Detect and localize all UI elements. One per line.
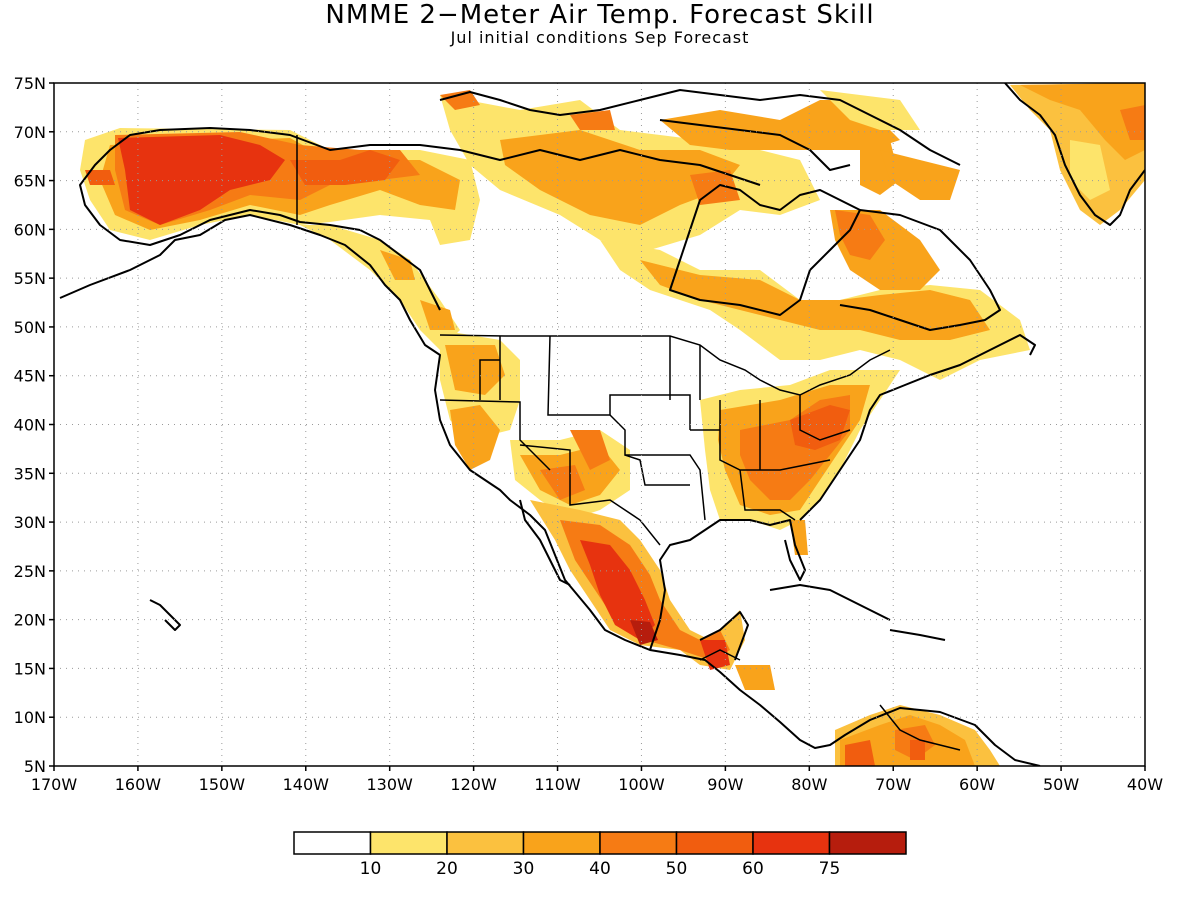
colorbar: 10 20 30 40 50 60 75 bbox=[293, 831, 907, 879]
colorbar-label: 40 bbox=[589, 859, 611, 879]
map-title: NMME 2−Meter Air Temp. Forecast Skill bbox=[325, 0, 875, 30]
lat-tick-label: 60N bbox=[14, 220, 46, 239]
lon-tick-label: 120W bbox=[450, 775, 497, 794]
colorbar-swatch bbox=[599, 831, 678, 855]
colorbar-label: 60 bbox=[742, 859, 764, 879]
lon-tick-label: 110W bbox=[534, 775, 581, 794]
lat-tick-label: 5N bbox=[24, 757, 46, 776]
colorbar-swatch bbox=[293, 831, 372, 855]
lat-tick-label: 65N bbox=[14, 172, 46, 191]
colorbar-label: 30 bbox=[513, 859, 535, 879]
lon-tick-label: 100W bbox=[618, 775, 665, 794]
colorbar-label: 20 bbox=[436, 859, 458, 879]
colorbar-label: 75 bbox=[819, 859, 841, 879]
lat-tick-label: 15N bbox=[14, 659, 46, 678]
lat-tick-label: 35N bbox=[14, 464, 46, 483]
lon-tick-label: 90W bbox=[707, 775, 743, 794]
lon-tick-label: 60W bbox=[959, 775, 995, 794]
skill-shading bbox=[80, 83, 1145, 766]
lon-tick-label: 140W bbox=[283, 775, 330, 794]
colorbar-swatch bbox=[675, 831, 754, 855]
lon-tick-label: 70W bbox=[875, 775, 911, 794]
lon-tick-label: 170W bbox=[31, 775, 78, 794]
political-borders bbox=[296, 135, 961, 751]
lat-tick-label: 25N bbox=[14, 562, 46, 581]
lon-tick-label: 160W bbox=[115, 775, 162, 794]
map-subtitle: Jul initial conditions Sep Forecast bbox=[450, 28, 750, 47]
lat-tick-label: 50N bbox=[14, 318, 46, 337]
colorbar-swatch bbox=[828, 831, 907, 855]
colorbar-swatch bbox=[522, 831, 601, 855]
lat-tick-label: 75N bbox=[14, 74, 46, 93]
lat-tick-label: 20N bbox=[14, 611, 46, 630]
lon-tick-label: 50W bbox=[1043, 775, 1079, 794]
colorbar-swatch bbox=[752, 831, 831, 855]
lat-tick-label: 45N bbox=[14, 367, 46, 386]
lon-tick-label: 40W bbox=[1127, 775, 1163, 794]
lat-tick-label: 40N bbox=[14, 416, 46, 435]
longitude-axis: 170W 160W 150W 140W 130W 120W 110W 100W 90W 80W 70… bbox=[31, 766, 1163, 794]
lon-tick-label: 130W bbox=[367, 775, 414, 794]
lon-tick-label: 80W bbox=[791, 775, 827, 794]
lat-tick-label: 70N bbox=[14, 123, 46, 142]
coastlines bbox=[59, 83, 1145, 766]
colorbar-label: 10 bbox=[360, 859, 382, 879]
lat-tick-label: 30N bbox=[14, 513, 46, 532]
colorbar-swatch bbox=[446, 831, 525, 855]
colorbar-label: 50 bbox=[666, 859, 688, 879]
lon-tick-label: 150W bbox=[199, 775, 246, 794]
colorbar-swatch bbox=[369, 831, 448, 855]
lat-tick-label: 10N bbox=[14, 708, 46, 727]
latitude-axis: 75N 70N 65N 60N 55N 50N 45N 40N 35N 30N 25N 20N 15N 1… bbox=[14, 74, 54, 776]
lat-tick-label: 55N bbox=[14, 269, 46, 288]
